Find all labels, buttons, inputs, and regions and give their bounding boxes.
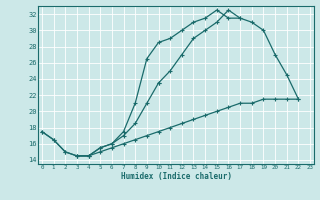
X-axis label: Humidex (Indice chaleur): Humidex (Indice chaleur) (121, 172, 231, 181)
